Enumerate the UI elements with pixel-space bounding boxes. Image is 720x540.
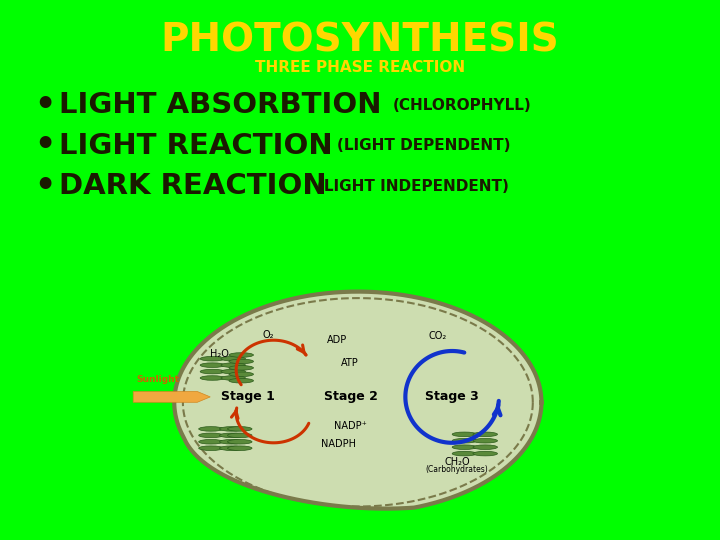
Text: ADP: ADP [327,335,347,345]
Polygon shape [133,392,210,402]
Text: CO₂: CO₂ [428,331,447,341]
Ellipse shape [229,379,253,383]
Text: Stage 1: Stage 1 [222,390,275,403]
Ellipse shape [228,446,252,450]
Ellipse shape [221,356,246,361]
Ellipse shape [228,433,252,437]
Text: DARK REACTION: DARK REACTION [59,172,327,200]
Ellipse shape [452,451,477,456]
Ellipse shape [220,440,244,444]
Text: O₂: O₂ [263,330,274,340]
Text: CH₂O: CH₂O [444,457,470,467]
Ellipse shape [221,363,246,367]
Text: NADPH: NADPH [321,440,356,449]
Ellipse shape [199,440,223,444]
Text: •: • [35,129,56,163]
Text: ATP: ATP [341,359,359,368]
Text: THREE PHASE REACTION: THREE PHASE REACTION [255,60,465,75]
Text: (Carbohydrates): (Carbohydrates) [426,465,489,474]
Text: (LIGHT INDEPENDENT): (LIGHT INDEPENDENT) [317,179,508,194]
Text: Stage 2: Stage 2 [325,390,378,403]
Ellipse shape [452,438,477,443]
Text: (CHLOROPHYLL): (CHLOROPHYLL) [392,98,531,113]
Ellipse shape [199,446,223,450]
Text: PHOTOSYNTHESIS: PHOTOSYNTHESIS [161,22,559,59]
Ellipse shape [229,359,253,364]
Ellipse shape [199,427,223,431]
Ellipse shape [473,451,498,456]
Ellipse shape [473,438,498,443]
Text: LIGHT REACTION: LIGHT REACTION [59,132,333,160]
Text: H₂O: H₂O [210,349,229,359]
Ellipse shape [200,376,225,380]
Text: Stage 3: Stage 3 [426,390,479,403]
Ellipse shape [473,432,498,436]
Ellipse shape [452,445,477,449]
Ellipse shape [200,363,225,367]
Text: NADP⁺: NADP⁺ [334,421,367,430]
Ellipse shape [220,446,244,450]
Text: LIGHT ABSORBTION: LIGHT ABSORBTION [59,91,382,119]
Text: •: • [35,89,56,122]
Ellipse shape [229,366,253,370]
Ellipse shape [200,356,225,361]
Ellipse shape [220,433,244,437]
Text: Sunlight: Sunlight [137,375,180,384]
Ellipse shape [220,427,244,431]
Text: (LIGHT DEPENDENT): (LIGHT DEPENDENT) [337,138,510,153]
Ellipse shape [473,445,498,449]
Ellipse shape [199,433,223,437]
Polygon shape [174,292,541,509]
Ellipse shape [229,372,253,376]
Text: •: • [35,170,56,203]
Ellipse shape [228,440,252,444]
Ellipse shape [229,353,253,357]
Ellipse shape [452,432,477,436]
Ellipse shape [228,427,252,431]
Ellipse shape [221,369,246,374]
Ellipse shape [200,369,225,374]
Ellipse shape [221,376,246,380]
